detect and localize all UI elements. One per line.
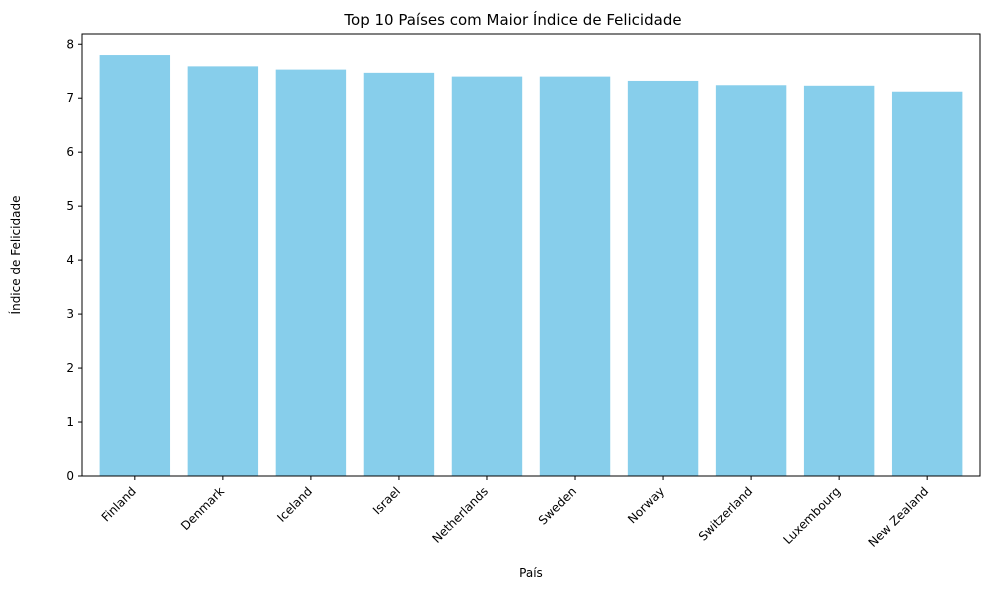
- bar-group: [99, 55, 963, 477]
- bar-iceland: [275, 69, 347, 477]
- x-tick-label: New Zealand: [866, 484, 932, 550]
- bar-norway: [627, 80, 699, 476]
- x-tick-label: Netherlands: [429, 484, 491, 546]
- chart-title: Top 10 Países com Maior Índice de Felici…: [343, 10, 681, 29]
- y-tick-label: 5: [66, 199, 74, 213]
- x-tick-label: Denmark: [178, 484, 227, 533]
- x-tick-label: Israel: [370, 484, 403, 517]
- x-tick-label: Iceland: [274, 484, 315, 525]
- x-tick-label: Switzerland: [696, 484, 755, 543]
- y-tick-label: 7: [66, 91, 74, 105]
- y-tick-label: 2: [66, 361, 74, 375]
- x-tick-label: Norway: [625, 484, 667, 526]
- y-tick-label: 4: [66, 253, 74, 267]
- bar-luxembourg: [803, 85, 875, 476]
- bar-sweden: [539, 76, 611, 476]
- x-axis-label: País: [519, 566, 543, 580]
- bar-switzerland: [715, 85, 787, 477]
- y-tick-label: 8: [66, 37, 74, 51]
- bar-denmark: [187, 66, 259, 476]
- x-tick-label: Luxembourg: [780, 484, 843, 547]
- plot-frame: [81, 33, 981, 477]
- bar-netherlands: [451, 76, 523, 476]
- x-tick-label: Sweden: [536, 484, 579, 527]
- x-axis: Finland Denmark Iceland Israel Netherlands Sw…: [99, 476, 932, 550]
- y-axis: 0 1 2 3 4 5 6 7 8: [66, 37, 82, 483]
- y-tick-label: 0: [66, 469, 74, 483]
- y-tick-label: 3: [66, 307, 74, 321]
- bar-finland: [99, 55, 171, 477]
- y-axis-label: Índice de Felicidade: [8, 196, 23, 315]
- bar-new-zealand: [891, 91, 963, 476]
- bar-israel: [363, 72, 435, 477]
- y-tick-label: 6: [66, 145, 74, 159]
- x-tick-label: Finland: [99, 484, 139, 524]
- y-tick-label: 1: [66, 415, 74, 429]
